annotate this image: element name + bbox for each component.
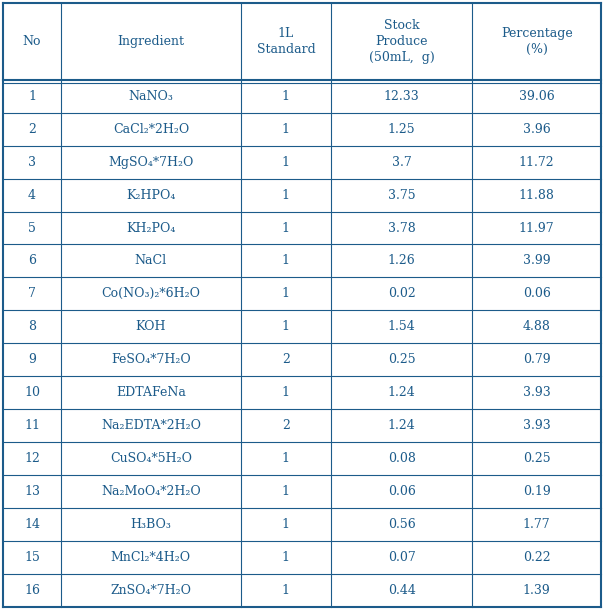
Text: 0.25: 0.25	[523, 452, 550, 465]
Text: 1.39: 1.39	[523, 584, 551, 597]
Text: 1: 1	[282, 90, 290, 102]
Text: Na₂EDTA*2H₂O: Na₂EDTA*2H₂O	[101, 419, 201, 432]
Text: 1: 1	[282, 518, 290, 531]
Text: 6: 6	[28, 254, 36, 267]
Text: KH₂PO₄: KH₂PO₄	[126, 221, 176, 234]
Text: 13: 13	[24, 485, 40, 498]
Text: 4: 4	[28, 188, 36, 201]
Text: 0.19: 0.19	[523, 485, 551, 498]
Text: 1: 1	[282, 584, 290, 597]
Text: 1.25: 1.25	[388, 123, 416, 135]
Text: H₃BO₃: H₃BO₃	[130, 518, 172, 531]
Text: Ingredient: Ingredient	[117, 35, 184, 48]
Text: 1.54: 1.54	[388, 320, 416, 334]
Text: 1: 1	[282, 551, 290, 564]
Text: 10: 10	[24, 386, 40, 400]
Text: 1.26: 1.26	[388, 254, 416, 267]
Text: 0.07: 0.07	[388, 551, 416, 564]
Text: 11.97: 11.97	[519, 221, 554, 234]
Text: 9: 9	[28, 353, 36, 367]
Text: 1: 1	[282, 287, 290, 300]
Text: NaCl: NaCl	[135, 254, 167, 267]
Text: 12.33: 12.33	[384, 90, 420, 102]
Text: 1: 1	[282, 221, 290, 234]
Text: 3.93: 3.93	[523, 386, 551, 400]
Text: 3.75: 3.75	[388, 188, 416, 201]
Text: 1: 1	[282, 320, 290, 334]
Text: FeSO₄*7H₂O: FeSO₄*7H₂O	[111, 353, 191, 367]
Text: Percentage
(%): Percentage (%)	[501, 27, 573, 56]
Text: 2: 2	[282, 353, 290, 367]
Text: 1.77: 1.77	[523, 518, 550, 531]
Text: 0.56: 0.56	[388, 518, 416, 531]
Text: 39.06: 39.06	[519, 90, 554, 102]
Text: NaNO₃: NaNO₃	[129, 90, 173, 102]
Text: 1: 1	[282, 386, 290, 400]
Text: 1: 1	[282, 123, 290, 135]
Text: 1: 1	[282, 156, 290, 168]
Text: 3.96: 3.96	[523, 123, 551, 135]
Text: 8: 8	[28, 320, 36, 334]
Text: 0.79: 0.79	[523, 353, 550, 367]
Text: ZnSO₄*7H₂O: ZnSO₄*7H₂O	[111, 584, 191, 597]
Text: CaCl₂*2H₂O: CaCl₂*2H₂O	[113, 123, 189, 135]
Text: 3: 3	[28, 156, 36, 168]
Text: 4.88: 4.88	[522, 320, 551, 334]
Text: 1.24: 1.24	[388, 419, 416, 432]
Text: 1: 1	[28, 90, 36, 102]
Text: Co(NO₃)₂*6H₂O: Co(NO₃)₂*6H₂O	[101, 287, 201, 300]
Text: 3.7: 3.7	[392, 156, 411, 168]
Text: 0.44: 0.44	[388, 584, 416, 597]
Text: 11.88: 11.88	[519, 188, 554, 201]
Text: 12: 12	[24, 452, 40, 465]
Text: KOH: KOH	[136, 320, 166, 334]
Text: 0.02: 0.02	[388, 287, 416, 300]
Text: 2: 2	[282, 419, 290, 432]
Text: 0.22: 0.22	[523, 551, 550, 564]
Text: 3.93: 3.93	[523, 419, 551, 432]
Text: 0.08: 0.08	[388, 452, 416, 465]
Text: 1: 1	[282, 485, 290, 498]
Text: 1: 1	[282, 452, 290, 465]
Text: 7: 7	[28, 287, 36, 300]
Text: 11: 11	[24, 419, 40, 432]
Text: 0.06: 0.06	[388, 485, 416, 498]
Text: Na₂MoO₄*2H₂O: Na₂MoO₄*2H₂O	[101, 485, 201, 498]
Text: 11.72: 11.72	[519, 156, 554, 168]
Text: 5: 5	[28, 221, 36, 234]
Text: K₂HPO₄: K₂HPO₄	[126, 188, 176, 201]
Text: MgSO₄*7H₂O: MgSO₄*7H₂O	[108, 156, 194, 168]
Text: No: No	[23, 35, 41, 48]
Text: 14: 14	[24, 518, 40, 531]
Text: 15: 15	[24, 551, 40, 564]
Text: 0.06: 0.06	[522, 287, 551, 300]
Text: 1: 1	[282, 188, 290, 201]
Text: 3.99: 3.99	[523, 254, 550, 267]
Text: 1: 1	[282, 254, 290, 267]
Text: Stock
Produce
(50mL,  g): Stock Produce (50mL, g)	[369, 19, 434, 64]
Text: 1L
Standard: 1L Standard	[257, 27, 315, 56]
Text: CuSO₄*5H₂O: CuSO₄*5H₂O	[110, 452, 192, 465]
Text: 3.78: 3.78	[388, 221, 416, 234]
Text: EDTAFeNa: EDTAFeNa	[116, 386, 186, 400]
Text: MnCl₂*4H₂O: MnCl₂*4H₂O	[111, 551, 191, 564]
Text: 16: 16	[24, 584, 40, 597]
Text: 1.24: 1.24	[388, 386, 416, 400]
Text: 0.25: 0.25	[388, 353, 416, 367]
Text: 2: 2	[28, 123, 36, 135]
